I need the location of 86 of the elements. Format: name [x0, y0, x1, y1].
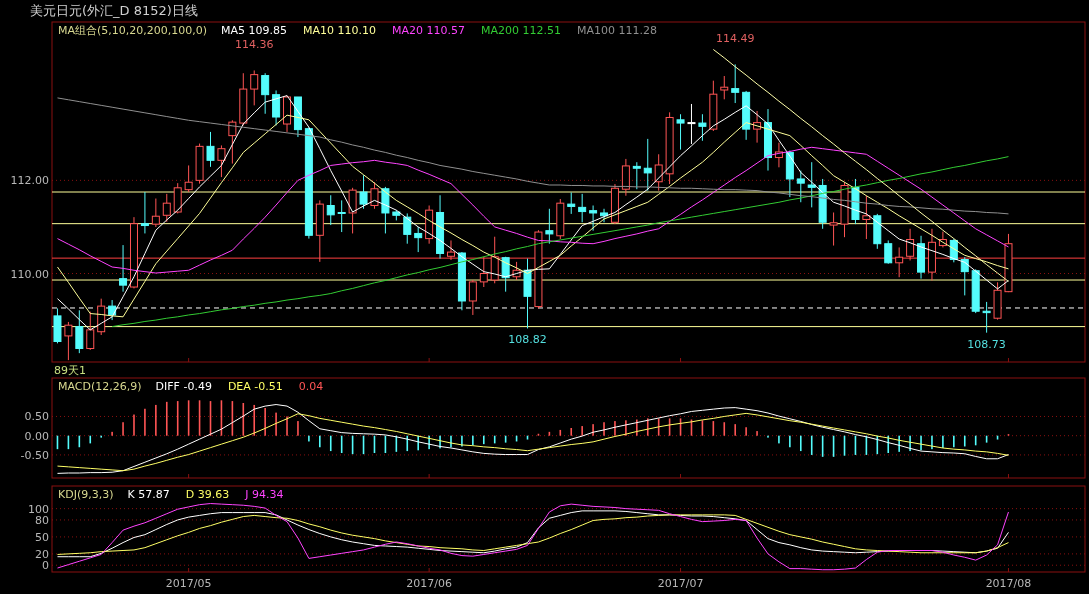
candlestick: [272, 89, 281, 126]
candlestick: [414, 226, 423, 253]
x-tick-label: 2017/05: [165, 577, 212, 590]
annotation: 114.49: [715, 32, 755, 46]
y-tick-label: 110.00: [10, 267, 49, 281]
candlestick: [250, 69, 259, 106]
candlestick: [731, 63, 740, 104]
line-series: [712, 48, 1009, 282]
x-tick-label: 2017/08: [985, 577, 1032, 590]
text: 89天1: [54, 364, 86, 377]
line-series: [56, 97, 1009, 215]
series-label: D 39.63: [185, 488, 230, 501]
candlestick: [720, 75, 729, 100]
y-tick-label: 0: [42, 559, 49, 573]
y-tick-label: 80: [35, 513, 49, 527]
text: MA100 111.28: [577, 24, 658, 37]
legend-title: KDJ(9,3,3): [58, 488, 114, 501]
candlestick: [895, 246, 904, 278]
candlestick: [140, 191, 149, 234]
y-tick-label: 50: [35, 530, 49, 544]
y-tick-label: 0.50: [24, 410, 49, 424]
candlestick: [621, 158, 630, 197]
text: MA5 109.85: [221, 24, 288, 37]
candlestick: [86, 311, 95, 351]
candlestick: [403, 212, 412, 245]
candlestick: [862, 195, 871, 240]
series-label: J 94.34: [244, 488, 284, 501]
candlestick: [119, 244, 128, 293]
legend-title: MA组合(5,10,20,200,100,0): [58, 24, 208, 37]
candlestick: [632, 161, 641, 190]
candlestick: [162, 193, 171, 223]
candlestick: [982, 301, 991, 334]
line-series: [56, 503, 1009, 571]
y-tick-label: 100: [28, 502, 49, 516]
y-tick-label: -0.50: [20, 448, 49, 462]
candlestick: [479, 256, 488, 288]
line-series: [56, 146, 1009, 274]
candlestick: [796, 170, 805, 203]
line-series: [111, 156, 1009, 328]
candlestick: [228, 119, 237, 165]
candlestick: [206, 131, 215, 168]
candlestick: [545, 208, 554, 245]
legend-title: MACD(12,26,9): [58, 380, 142, 393]
candlestick: [151, 198, 160, 228]
series-label: K 57.87: [127, 488, 170, 501]
candlestick: [490, 236, 499, 284]
candlestick: [698, 113, 707, 142]
candlestick: [337, 199, 346, 233]
candlestick: [807, 161, 816, 208]
y-tick-label: 112.00: [10, 174, 49, 188]
candlestick: [676, 113, 685, 151]
candlestick: [75, 309, 84, 354]
candlestick: [906, 228, 915, 261]
candlestick: [359, 174, 368, 210]
chart-title: 美元日元(外汇_D 8152)日线: [30, 3, 198, 18]
candlestick: [370, 181, 379, 210]
annotation: 108.82: [508, 333, 547, 347]
text: MA200 112.51: [481, 24, 562, 37]
candlestick: [643, 138, 652, 192]
annotation: 108.73: [967, 337, 1006, 351]
text: DEA -0.51: [227, 380, 283, 393]
text: MA20 110.57: [392, 24, 466, 37]
candlestick: [578, 193, 587, 223]
text: 0.04: [298, 380, 324, 393]
candlestick: [184, 164, 193, 193]
candlestick: [884, 239, 893, 265]
candlestick: [348, 187, 357, 234]
candlestick: [829, 211, 838, 247]
candlestick: [261, 72, 270, 115]
text: DIFF -0.49: [155, 380, 212, 393]
candlestick: [108, 299, 117, 321]
candlestick: [446, 239, 455, 261]
annotation: 114.36: [234, 38, 274, 52]
y-tick-label: 20: [35, 547, 49, 561]
candlestick: [589, 205, 598, 232]
candlestick: [687, 103, 696, 145]
text: MA10 110.10: [303, 24, 377, 37]
candlestick: [64, 321, 73, 361]
x-tick-label: 2017/06: [406, 577, 452, 590]
candlestick: [654, 153, 663, 192]
candlestick: [567, 191, 576, 215]
candlestick: [217, 144, 226, 178]
y-tick-label: 0.00: [24, 429, 49, 443]
candlestick: [468, 279, 477, 316]
candlestick: [326, 194, 335, 226]
x-tick-label: 2017/07: [657, 577, 704, 590]
